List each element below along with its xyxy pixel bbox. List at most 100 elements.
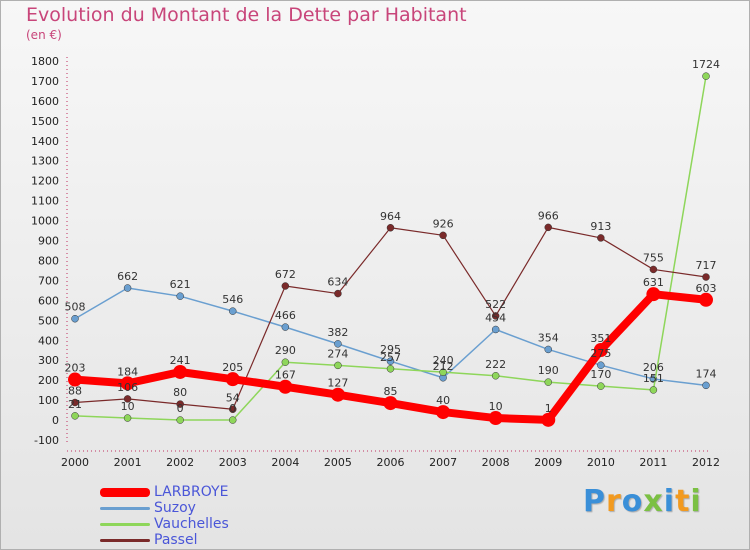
x-tick-label: 2007 xyxy=(429,456,457,469)
legend: LARBROYE Suzoy Vauchelles Passel xyxy=(100,484,229,548)
data-point-larbroye xyxy=(436,405,451,420)
data-label-vauchelles: 0 xyxy=(229,402,236,415)
y-tick-label: -100 xyxy=(34,434,59,447)
legend-label: Passel xyxy=(154,532,198,548)
data-label-passel: 522 xyxy=(485,298,506,311)
data-point-larbroye xyxy=(68,372,82,387)
data-label-larbroye: 184 xyxy=(117,365,138,378)
data-point-passel xyxy=(544,223,552,232)
data-label-vauchelles: 21 xyxy=(68,398,82,411)
data-point-passel xyxy=(491,312,500,320)
y-tick-label: 800 xyxy=(38,254,59,267)
y-tick-label: 600 xyxy=(38,294,59,307)
data-label-larbroye: 40 xyxy=(436,394,450,407)
data-point-larbroye xyxy=(173,364,188,379)
y-tick-label: 300 xyxy=(38,354,59,367)
logo-letter: t xyxy=(675,484,691,519)
data-label-suzoy: 454 xyxy=(485,311,506,324)
data-label-vauchelles: 1724 xyxy=(692,58,720,71)
data-label-larbroye: 85 xyxy=(384,385,398,398)
data-label-larbroye: 631 xyxy=(643,276,664,289)
y-tick-label: 1100 xyxy=(31,195,59,208)
data-label-suzoy: 206 xyxy=(643,361,664,374)
legend-swatch xyxy=(100,538,150,542)
y-tick-label: 1700 xyxy=(31,75,59,88)
x-tick-label: 2006 xyxy=(377,456,405,469)
x-tick-label: 2011 xyxy=(639,456,667,469)
y-tick-label: 500 xyxy=(38,314,59,327)
proxiti-logo: Proxiti xyxy=(583,484,702,519)
x-tick-label: 2001 xyxy=(114,456,142,469)
data-point-suzoy xyxy=(597,361,605,369)
data-label-vauchelles: 170 xyxy=(590,368,611,381)
data-label-suzoy: 546 xyxy=(222,293,243,306)
y-tick-label: 400 xyxy=(38,334,59,347)
data-point-vauchelles xyxy=(702,72,710,80)
data-label-vauchelles: 151 xyxy=(643,372,664,385)
data-point-suzoy xyxy=(491,325,500,334)
data-point-passel xyxy=(176,400,184,408)
data-point-suzoy xyxy=(229,307,237,315)
data-point-vauchelles xyxy=(229,416,237,424)
x-tick-label: 2010 xyxy=(587,456,615,469)
data-point-vauchelles xyxy=(123,414,132,422)
data-label-larbroye: 203 xyxy=(65,362,86,375)
data-label-suzoy: 662 xyxy=(117,270,138,283)
x-tick-label: 2012 xyxy=(692,456,720,469)
x-tick-label: 2003 xyxy=(219,456,247,469)
data-point-suzoy xyxy=(544,345,552,354)
data-point-passel xyxy=(334,289,342,298)
x-tick-label: 2009 xyxy=(534,456,562,469)
chart-series xyxy=(68,72,713,427)
data-label-larbroye: 127 xyxy=(327,377,348,390)
y-tick-label: 1000 xyxy=(31,215,59,228)
data-point-vauchelles xyxy=(334,361,342,370)
legend-item-passel: Passel xyxy=(100,532,229,548)
y-tick-label: 900 xyxy=(38,235,59,248)
logo-letter: i xyxy=(663,484,676,519)
y-tick-label: 1500 xyxy=(31,115,59,128)
data-point-vauchelles xyxy=(544,378,552,386)
data-label-larbroye: 10 xyxy=(489,400,503,413)
data-label-suzoy: 212 xyxy=(433,360,454,373)
y-tick-label: 1600 xyxy=(31,95,59,108)
logo-letter: P xyxy=(583,484,606,519)
data-label-larbroye: 351 xyxy=(590,332,611,345)
legend-item-larbroye: LARBROYE xyxy=(100,484,229,500)
data-point-larbroye xyxy=(593,343,608,358)
data-label-passel: 88 xyxy=(68,384,82,397)
data-point-suzoy xyxy=(334,340,342,348)
y-tick-label: 1400 xyxy=(31,135,59,148)
data-point-vauchelles xyxy=(439,368,447,376)
data-point-larbroye xyxy=(225,372,240,387)
data-label-vauchelles: 290 xyxy=(275,344,296,357)
legend-swatch xyxy=(100,506,150,510)
data-point-larbroye xyxy=(541,412,556,427)
legend-label: Vauchelles xyxy=(154,516,229,532)
data-label-vauchelles: 222 xyxy=(485,358,506,371)
y-tick-label: 1800 xyxy=(31,55,59,68)
legend-swatch xyxy=(100,487,150,497)
data-label-vauchelles: 190 xyxy=(538,364,559,377)
data-point-larbroye xyxy=(383,396,398,411)
data-point-passel xyxy=(649,265,658,274)
chart-data-labels: 203 184 241 205 167 127 85 40 10 1 351 631 603 508 662… xyxy=(65,58,721,415)
data-point-suzoy xyxy=(281,323,290,331)
data-label-vauchelles: 240 xyxy=(433,354,454,367)
data-point-vauchelles xyxy=(649,386,658,394)
data-label-vauchelles: 257 xyxy=(380,351,401,364)
data-point-suzoy xyxy=(123,284,132,292)
data-point-passel xyxy=(123,395,132,403)
data-point-vauchelles xyxy=(491,372,500,380)
data-point-suzoy xyxy=(702,381,710,390)
y-tick-label: 0 xyxy=(52,414,59,427)
data-point-vauchelles xyxy=(597,382,605,390)
data-label-passel: 54 xyxy=(226,391,240,404)
data-label-passel: 106 xyxy=(117,381,138,394)
data-label-passel: 634 xyxy=(327,276,348,289)
data-label-larbroye: 205 xyxy=(222,361,243,374)
data-label-suzoy: 508 xyxy=(65,301,86,314)
legend-label: LARBROYE xyxy=(154,484,229,500)
data-point-vauchelles xyxy=(71,412,79,420)
